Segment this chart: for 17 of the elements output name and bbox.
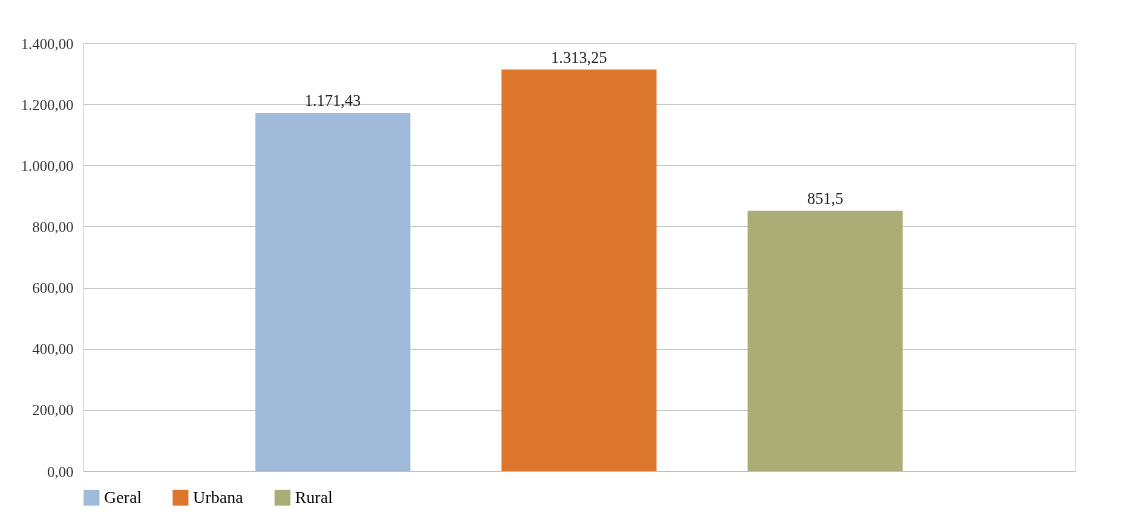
y-tick-label: 1.200,00 [21, 96, 74, 113]
y-tick-label: 200,00 [32, 402, 74, 419]
bar [501, 69, 657, 471]
bar [255, 112, 411, 471]
y-tick-label: 1.000,00 [21, 157, 74, 174]
data-label: 1.313,25 [551, 48, 607, 66]
y-tick-label: 600,00 [32, 280, 74, 297]
data-label: 851,5 [807, 189, 844, 207]
y-tick-label: 1.400,00 [21, 35, 74, 52]
bar [747, 210, 903, 471]
y-tick-label: 400,00 [32, 341, 74, 358]
y-tick-label: 800,00 [32, 218, 74, 235]
legend-label: Rural [295, 487, 334, 507]
y-tick-label: 0,00 [47, 463, 74, 480]
legend-label: Urbana [193, 487, 244, 507]
legend-label: Geral [104, 487, 143, 507]
data-label: 1.171,43 [304, 91, 361, 109]
